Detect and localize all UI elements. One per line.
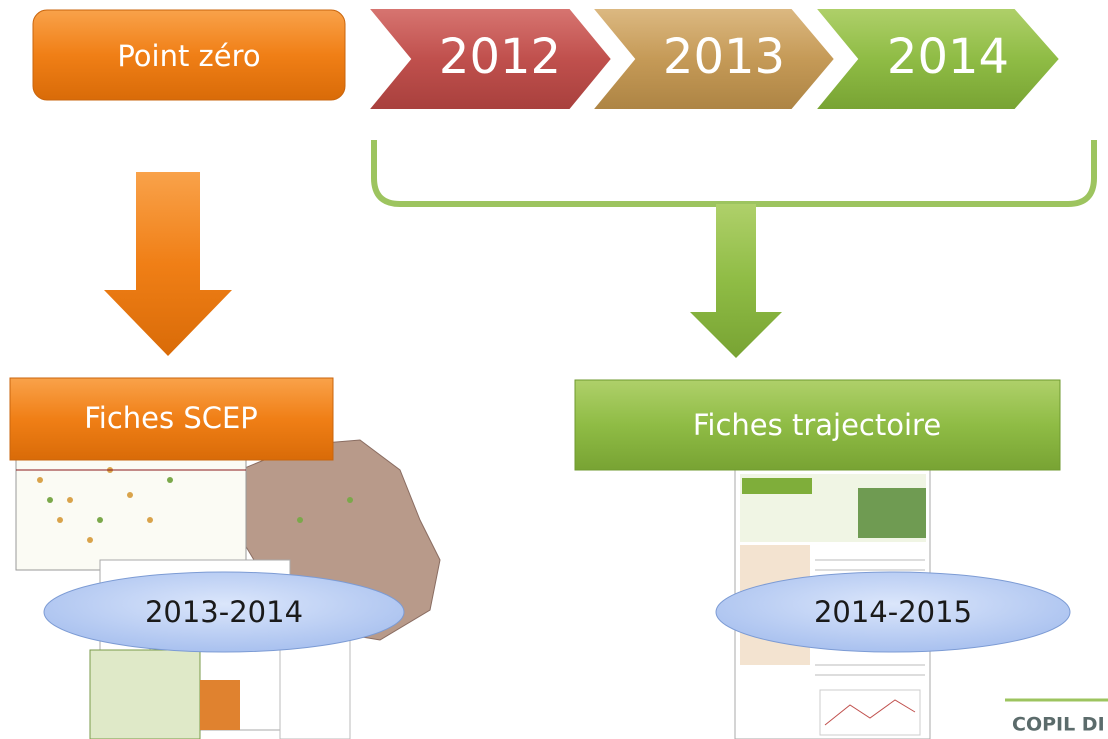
footer-label: COPIL DI [1012,714,1105,736]
output-title: Fiches SCEP [84,401,258,435]
year-label: 2014 [887,29,1009,85]
year-label: 2012 [439,29,561,85]
output-title: Fiches trajectoire [693,408,941,442]
year-label: 2013 [663,29,785,85]
arrow-down [104,172,232,356]
slide: Point zéro 2012 2013 2014 Fiches SCEP Fi [0,0,1108,739]
period-label: 2013-2014 [145,595,303,629]
arrow-down [690,204,782,358]
period-label: 2014-2015 [814,595,972,629]
start-label: Point zéro [117,39,260,73]
bracket [374,140,1094,204]
page: Point zéro 2012 2013 2014 Fiches SCEP Fi [0,0,1108,739]
